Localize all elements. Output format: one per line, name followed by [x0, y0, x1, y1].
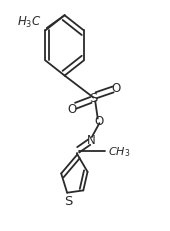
Text: N: N [87, 133, 95, 146]
Text: $H_3C$: $H_3C$ [18, 14, 42, 30]
Text: O: O [111, 81, 121, 94]
Text: $CH_3$: $CH_3$ [108, 144, 130, 158]
Text: S: S [64, 194, 72, 207]
Text: O: O [95, 115, 104, 128]
Text: S: S [89, 92, 98, 105]
Text: O: O [68, 102, 77, 115]
